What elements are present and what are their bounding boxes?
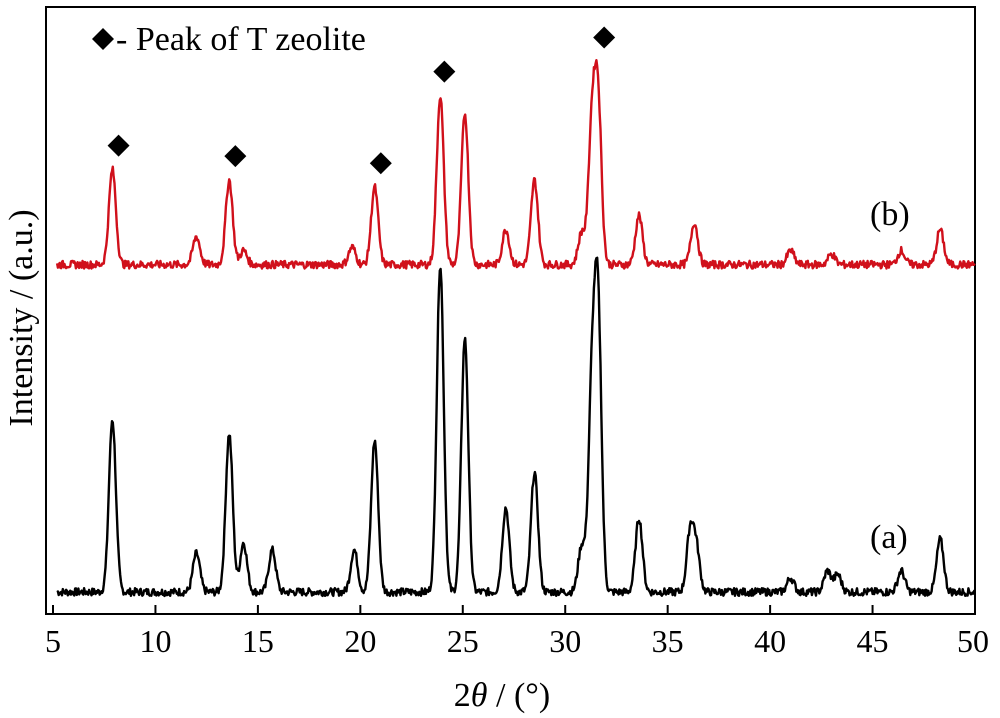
peak-marker-diamond (224, 145, 247, 168)
peak-marker-diamond (107, 134, 130, 157)
x-tick-label: 5 (45, 623, 61, 659)
x-axis-label: 2θ / (°) (454, 677, 550, 714)
x-tick-label: 50 (957, 623, 989, 659)
x-tick-label: 20 (344, 623, 376, 659)
legend-diamond-icon (92, 28, 114, 50)
series-line-b (55, 59, 976, 270)
x-tick-label: 10 (139, 623, 171, 659)
series-line-a (56, 256, 976, 598)
x-axis-ticks: 5 10 15 20 25 30 35 40 45 50 (45, 605, 989, 659)
peak-marker-diamond (433, 60, 456, 83)
x-tick-label: 35 (652, 623, 684, 659)
series-group (55, 59, 976, 598)
y-axis-label: Intensity / (a.u.) (3, 209, 40, 426)
x-tick-label: 30 (549, 623, 581, 659)
x-tick-label: 40 (754, 623, 786, 659)
series-label-b: (b) (870, 196, 910, 233)
x-tick-label: 15 (242, 623, 274, 659)
x-tick-label: 25 (447, 623, 479, 659)
legend-label: - Peak of T zeolite (116, 21, 366, 58)
peak-marker-diamond (369, 152, 392, 175)
x-tick-label: 45 (857, 623, 889, 659)
peak-markers (107, 26, 616, 175)
series-label-a: (a) (870, 519, 908, 556)
plot-frame (45, 6, 976, 615)
peak-marker-diamond (593, 26, 616, 49)
